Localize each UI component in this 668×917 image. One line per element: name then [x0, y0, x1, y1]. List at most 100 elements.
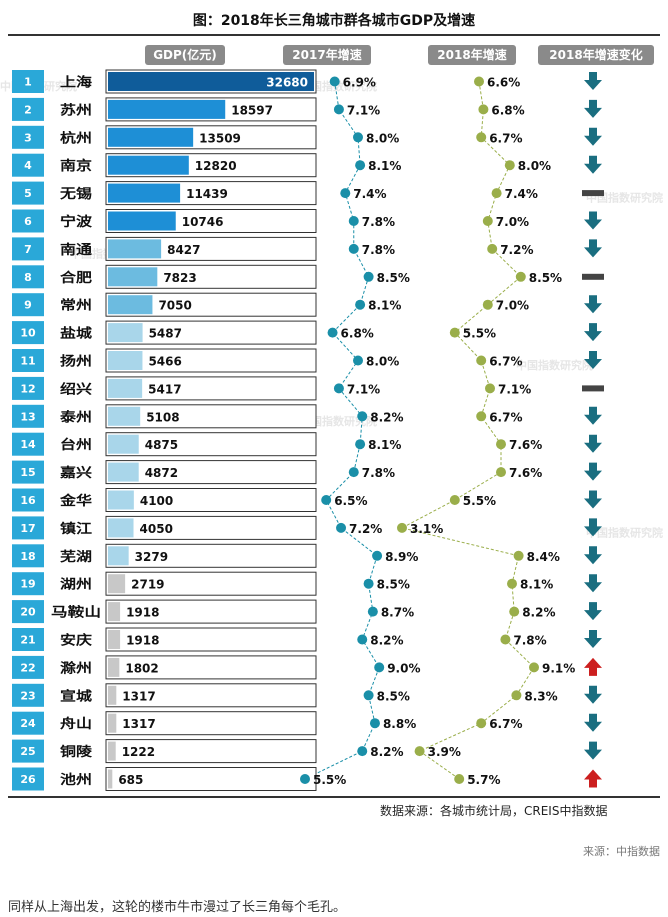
gdp-bar [108, 434, 139, 454]
gdp-bar [108, 574, 126, 594]
growth-2018-point [507, 578, 517, 589]
rank-box [12, 376, 44, 400]
growth-2017-point [336, 522, 347, 533]
growth-2017-label: 7.1% [347, 103, 380, 117]
gdp-label: 1222 [122, 745, 155, 759]
arrow-up-icon [584, 769, 602, 788]
growth-2017-point [374, 662, 385, 673]
rank-label: 16 [20, 494, 36, 507]
growth-2017-point [321, 495, 332, 505]
arrow-down-icon [584, 713, 602, 732]
rank-box [12, 767, 44, 791]
rank-box [12, 655, 44, 679]
gdp-bar [108, 602, 121, 622]
growth-2017-point [357, 634, 368, 645]
city-label: 南京 [60, 158, 92, 174]
rank-box [12, 572, 44, 596]
gdp-label: 3279 [135, 550, 168, 564]
rank-label: 23 [20, 689, 35, 702]
arrow-down-icon [584, 72, 602, 90]
rank-box [12, 125, 44, 149]
rank-label: 8 [24, 271, 32, 284]
growth-2018-label: 6.7% [489, 355, 522, 369]
growth-2018-label: 7.0% [496, 215, 529, 229]
rank-box [12, 739, 44, 763]
growth-2017-point [353, 355, 363, 366]
gdp-bar [108, 127, 194, 147]
growth-2018-label: 7.6% [509, 438, 542, 452]
rank-label: 25 [20, 745, 35, 758]
gdp-label: 2719 [131, 578, 164, 592]
growth-2017-label: 8.8% [383, 717, 416, 731]
chart-title: 图：2018年长三角城市群各城市GDP及增速 [192, 13, 476, 29]
growth-2018-point [476, 132, 487, 143]
growth-2017-point [369, 718, 380, 729]
gdp-label: 13509 [199, 131, 241, 145]
growth-2017-label: 6.8% [341, 327, 374, 341]
growth-2018-label: 6.7% [489, 717, 522, 731]
gdp-bar-frame [105, 739, 317, 764]
growth-2018-label: 8.5% [529, 271, 562, 285]
gdp-label: 1317 [122, 717, 155, 731]
header-growth-change: 2018年增速变化 [538, 45, 654, 65]
city-label: 宣城 [60, 688, 92, 704]
growth-2017-label: 8.5% [377, 578, 410, 592]
growth-2018-label: 7.8% [513, 634, 546, 648]
watermark-text: 中国指数研究院 [516, 358, 593, 372]
arrow-down-icon [584, 351, 602, 369]
gdp-bar [108, 685, 117, 705]
gdp-label: 7823 [163, 271, 196, 285]
city-label: 扬州 [60, 354, 92, 370]
growth-2017-label: 7.8% [362, 215, 395, 229]
rank-label: 18 [20, 550, 35, 563]
growth-2017-point [348, 216, 359, 226]
growth-2017-label: 8.2% [370, 410, 403, 424]
gdp-label: 10746 [182, 215, 224, 229]
gdp-label: 5108 [146, 410, 179, 424]
gdp-bar-frame [105, 543, 317, 568]
rank-label: 26 [20, 773, 36, 786]
arrow-down-icon [584, 434, 602, 453]
header-growth-2017: 2017年增速 [283, 45, 371, 65]
growth-2018-point [449, 495, 460, 505]
growth-2017-label: 8.1% [368, 299, 401, 313]
gdp-label: 7050 [158, 299, 191, 313]
growth-2017-label: 5.5% [313, 773, 346, 787]
arrow-down-icon [584, 323, 602, 342]
rank-label: 1 [24, 76, 32, 89]
growth-2018-label: 6.6% [487, 76, 520, 90]
growth-2018-point [414, 746, 425, 757]
gdp-bar [108, 211, 176, 231]
rank-label: 19 [20, 578, 35, 591]
growth-2017-label: 8.5% [377, 271, 410, 285]
growth-2017-point [300, 774, 310, 784]
rank-label: 14 [20, 438, 36, 451]
arrow-down-icon [584, 406, 602, 425]
rank-box [12, 628, 44, 651]
gdp-bar-frame [105, 711, 317, 736]
gdp-bar-frame [105, 599, 317, 624]
watermark-text: 中国指数研究院 [300, 79, 377, 93]
growth-2017-point [329, 76, 340, 87]
gdp-label: 32680 [266, 76, 308, 90]
city-label: 苏州 [60, 102, 92, 118]
city-label: 镇江 [60, 521, 92, 537]
gdp-bar-frame [105, 348, 317, 373]
growth-2018-point [476, 355, 487, 366]
rank-box [12, 349, 44, 372]
image-source: 来源：中指数据 [583, 845, 660, 858]
growth-2017-label: 7.8% [362, 466, 395, 480]
growth-2017-point [355, 160, 366, 171]
growth-2017-label: 6.9% [343, 76, 376, 90]
arrow-down-icon [584, 546, 602, 565]
header-gdp: GDP(亿元) [145, 45, 225, 65]
rank-label: 20 [20, 606, 36, 619]
gdp-label: 1918 [126, 606, 159, 620]
arrow-down-icon [584, 462, 602, 481]
arrow-down-icon [584, 99, 602, 118]
arrow-down-icon [584, 239, 602, 258]
arrow-down-icon [584, 630, 602, 648]
rank-box [12, 404, 44, 428]
growth-2017-point [367, 606, 378, 617]
